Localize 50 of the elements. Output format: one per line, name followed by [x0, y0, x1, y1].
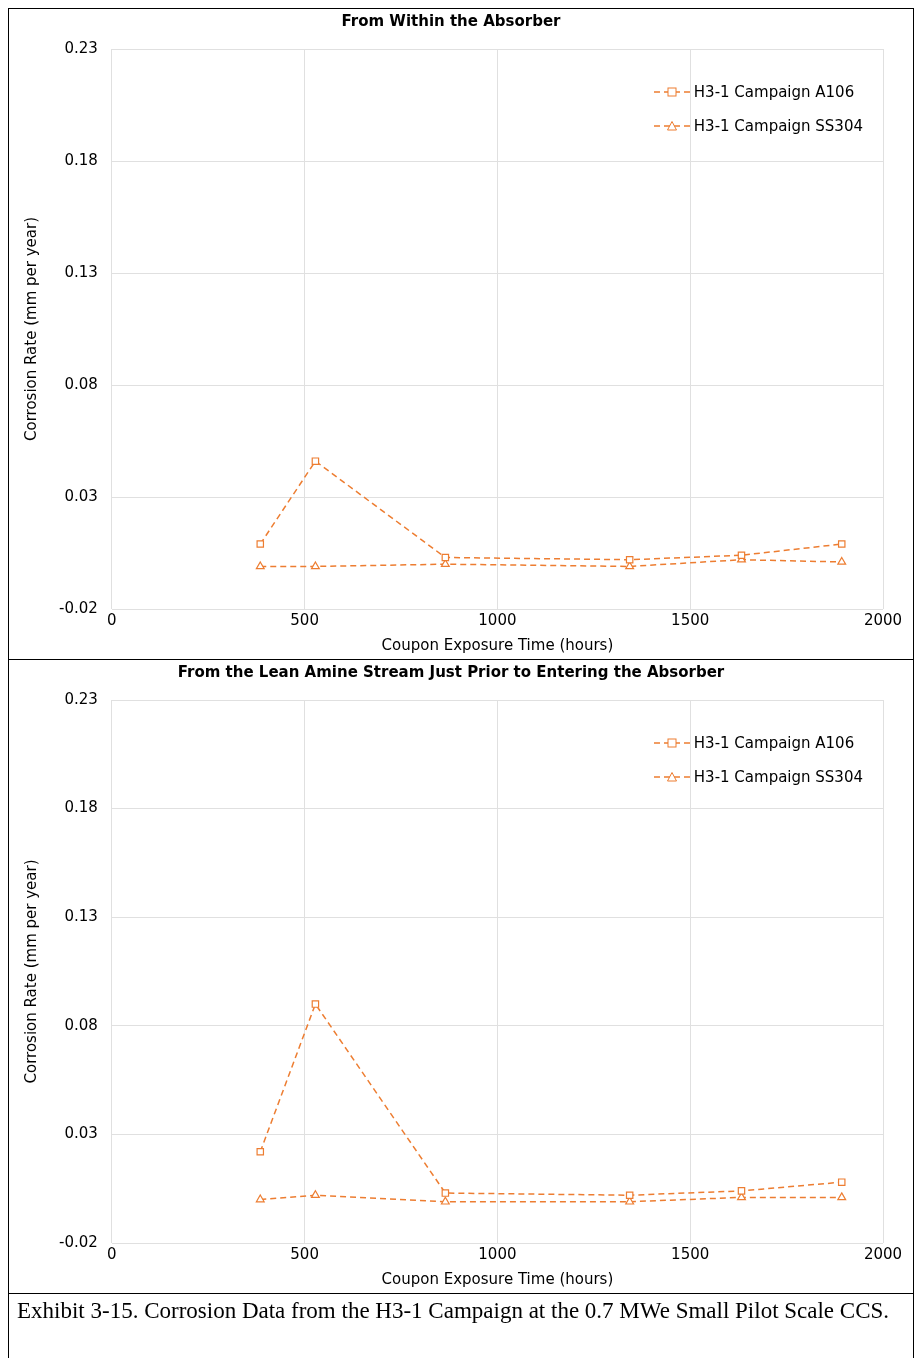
point	[837, 540, 846, 548]
y-tick-label: 0.18	[64, 150, 98, 169]
y-tick-label: 0.23	[64, 38, 98, 57]
point	[625, 1191, 634, 1199]
legend-label: H3-1 Campaign A106	[693, 734, 855, 752]
x-tick-label: 500	[290, 1244, 319, 1263]
x-tick-label: 500	[290, 610, 319, 629]
point	[255, 1194, 265, 1203]
y-tick-label: 0.03	[64, 1124, 98, 1143]
point	[837, 1178, 846, 1186]
point	[737, 1187, 746, 1195]
x-axis-title: Coupon Exposure Time (hours)	[381, 635, 614, 654]
x-tick-label: 1500	[671, 1244, 710, 1263]
y-tick-label: -0.02	[59, 1232, 98, 1251]
x-tick-label: 1000	[478, 1244, 517, 1263]
y-tick-label: 0.13	[64, 262, 98, 281]
chart-title: From the Lean Amine Stream Just Prior to Entering the Absorber	[177, 662, 725, 681]
point	[255, 561, 265, 570]
chart-title: From Within the Absorber	[341, 11, 562, 30]
y-axis-title: Corrosion Rate (mm per year)	[21, 859, 40, 1084]
x-axis-title: Coupon Exposure Time (hours)	[381, 1269, 614, 1288]
point	[837, 556, 847, 565]
legend-label: H3-1 Campaign A106	[693, 83, 855, 101]
point	[837, 1192, 847, 1201]
x-tick-label: 1500	[671, 610, 710, 629]
x-tick-label: 2000	[863, 610, 903, 629]
point	[441, 1189, 450, 1197]
point	[310, 561, 320, 570]
point	[311, 1000, 320, 1008]
point	[256, 1147, 265, 1156]
legend-label: H3-1 Campaign SS304	[693, 768, 863, 786]
point	[440, 1196, 450, 1205]
y-axis-title: Corrosion Rate (mm per year)	[21, 216, 40, 442]
y-tick-label: 0.03	[64, 486, 98, 505]
y-tick-label: 0.08	[64, 374, 98, 393]
x-tick-label: 2000	[863, 1244, 903, 1263]
y-tick-label: 0.23	[64, 689, 98, 708]
x-tick-label: 1000	[478, 610, 517, 629]
point	[311, 457, 320, 465]
y-tick-label: 0.08	[64, 1015, 98, 1034]
legend-label: H3-1 Campaign SS304	[693, 117, 863, 135]
y-tick-label: 0.18	[64, 798, 98, 817]
x-tick-label: 0	[107, 610, 117, 629]
x-tick-label: 0	[107, 1244, 117, 1263]
point	[310, 1190, 320, 1199]
y-tick-label: 0.13	[64, 907, 98, 926]
point	[256, 540, 265, 548]
point	[625, 555, 634, 564]
text: Exhibit 3-15. Corrosion Data from the H3-1 Campaign at the 0.7 MWe Small Pilot Scale CCS.	[17, 1298, 891, 1325]
y-tick-label: -0.02	[59, 598, 98, 617]
